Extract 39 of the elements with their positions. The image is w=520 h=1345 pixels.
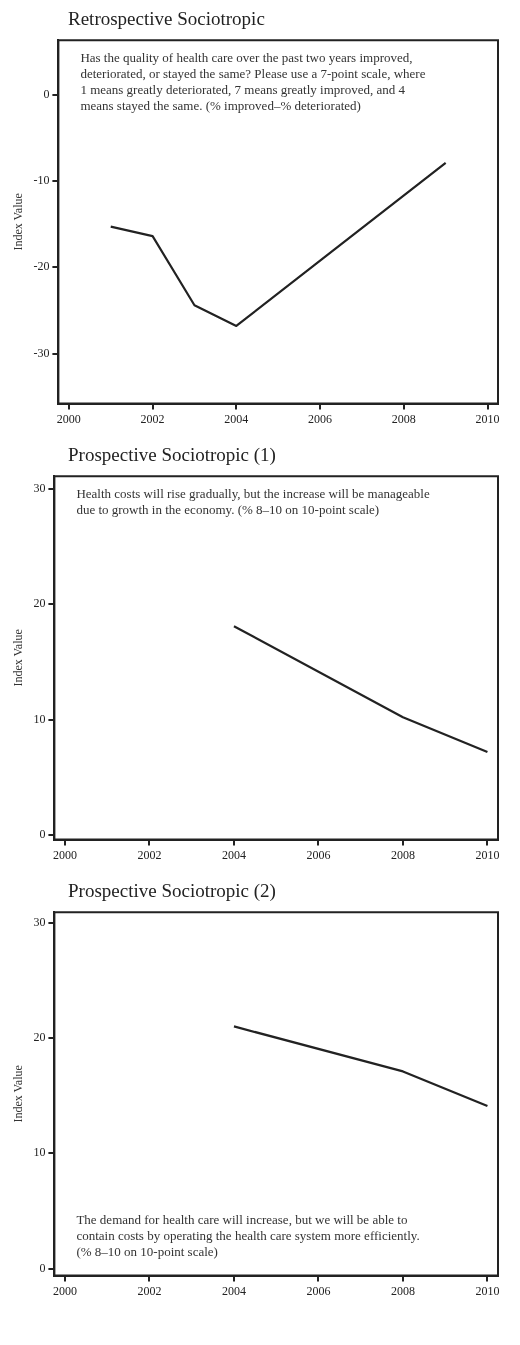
y-tick-label: -10 [33,173,50,188]
y-axis-title: Index Value [11,1065,26,1123]
x-tick-label: 2004 [224,411,249,426]
annotation: Has the quality of health care over the past two years improved, deteriorated, or stayed the same? Please use a 7-point scale, where 1 means greatly deteriorated, 7 means greatly improved, and 4 means stayed the same. (% improved–% deteriorated) [80,50,426,114]
x-tick-label: 2008 [390,1283,415,1298]
y-tick-label: 0 [39,1260,46,1275]
y-tick-label: -20 [33,259,50,274]
x-tick-label: 2006 [308,411,333,426]
x-tick-label: 2002 [140,411,165,426]
y-tick-label: 10 [33,711,46,726]
x-tick-label: 2002 [137,847,162,862]
y-tick-label: -30 [33,345,50,360]
x-tick-label: 2004 [221,1283,246,1298]
x-tick-label: 2004 [221,847,246,862]
x-tick-label: 2008 [390,847,415,862]
y-axis-title: Index Value [11,193,26,251]
y-tick-label: 30 [33,914,46,929]
chart-title: Prospective Sociotropic (1) [68,444,277,466]
y-tick-label: 20 [33,596,46,611]
x-tick-label: 2008 [391,411,416,426]
y-tick-label: 20 [33,1030,46,1045]
x-tick-label: 2010 [475,1283,500,1298]
chart-title: Retrospective Sociotropic [68,8,266,30]
y-axis-title: Index Value [11,629,26,687]
y-tick-label: 10 [33,1145,46,1160]
x-tick-label: 2010 [475,411,500,426]
chart-title: Prospective Sociotropic (2) [68,880,277,902]
x-tick-label: 2010 [475,847,500,862]
annotation: The demand for health care will increase, but we will be able to contain costs by operating the health care system more efficiently. (% 8–10 on 10-point scale) [76,1211,420,1259]
x-tick-label: 2000 [52,1283,77,1298]
x-tick-label: 2006 [306,1283,331,1298]
y-tick-label: 0 [39,827,46,842]
annotation: Health costs will rise gradually, but the increase will be manageable due to growth in the economy. (% 8–10 on 10-point scale) [76,486,430,518]
x-tick-label: 2002 [137,1283,162,1298]
x-tick-label: 2000 [52,847,77,862]
y-tick-label: 30 [33,481,46,496]
x-tick-label: 2000 [56,411,81,426]
x-tick-label: 2006 [306,847,331,862]
y-tick-label: 0 [43,86,50,101]
